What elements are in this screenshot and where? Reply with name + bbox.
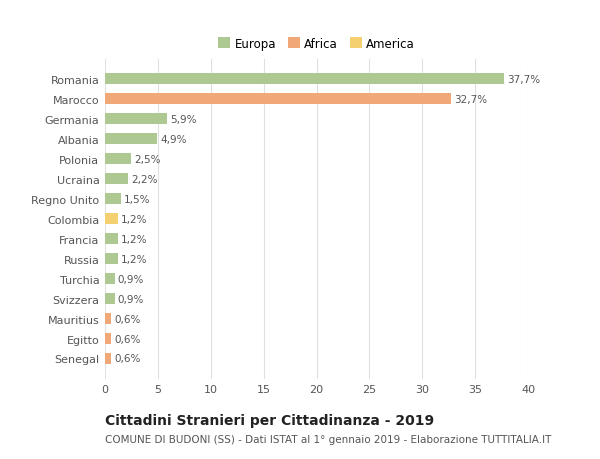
Bar: [105, 313, 112, 325]
Text: 0,6%: 0,6%: [115, 334, 141, 344]
Text: 1,2%: 1,2%: [121, 254, 148, 264]
Text: 0,6%: 0,6%: [115, 354, 141, 364]
Text: 0,9%: 0,9%: [118, 274, 144, 284]
Text: 0,6%: 0,6%: [115, 314, 141, 324]
Text: 1,5%: 1,5%: [124, 194, 151, 204]
Legend: Europa, Africa, America: Europa, Africa, America: [218, 38, 415, 50]
Text: COMUNE DI BUDONI (SS) - Dati ISTAT al 1° gennaio 2019 - Elaborazione TUTTITALIA.: COMUNE DI BUDONI (SS) - Dati ISTAT al 1°…: [105, 434, 551, 444]
Bar: [105, 274, 115, 285]
Bar: [105, 333, 112, 344]
Bar: [105, 174, 128, 185]
Text: Cittadini Stranieri per Cittadinanza - 2019: Cittadini Stranieri per Cittadinanza - 2…: [105, 413, 434, 427]
Text: 4,9%: 4,9%: [160, 134, 187, 145]
Bar: [105, 154, 131, 165]
Text: 32,7%: 32,7%: [454, 95, 487, 105]
Text: 37,7%: 37,7%: [507, 75, 540, 84]
Bar: [105, 234, 118, 245]
Bar: [105, 353, 112, 364]
Bar: [105, 114, 167, 125]
Text: 1,2%: 1,2%: [121, 234, 148, 244]
Text: 2,5%: 2,5%: [134, 154, 161, 164]
Text: 5,9%: 5,9%: [170, 115, 197, 124]
Bar: [105, 293, 115, 304]
Bar: [105, 214, 118, 224]
Bar: [105, 74, 503, 85]
Text: 0,9%: 0,9%: [118, 294, 144, 304]
Bar: [105, 194, 121, 205]
Bar: [105, 94, 451, 105]
Bar: [105, 253, 118, 264]
Text: 2,2%: 2,2%: [131, 174, 158, 185]
Bar: [105, 134, 157, 145]
Text: 1,2%: 1,2%: [121, 214, 148, 224]
